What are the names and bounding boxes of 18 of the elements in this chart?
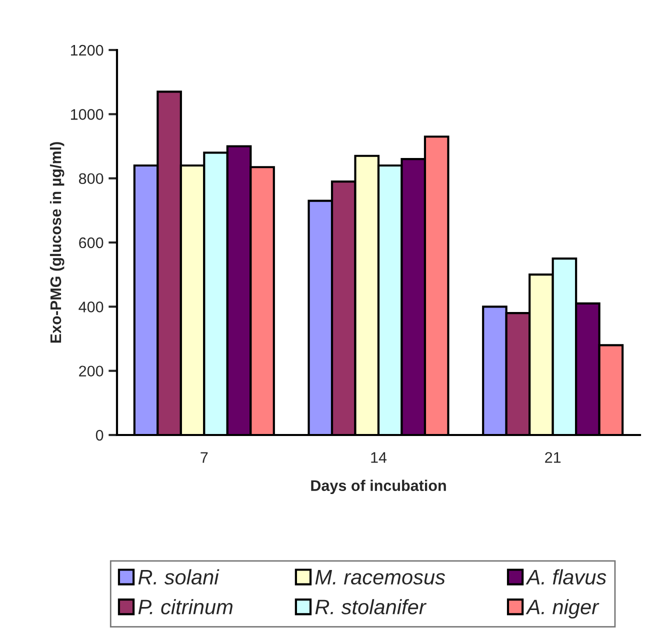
x-tick-label: 7: [200, 452, 208, 463]
y-tick-label: 1000: [70, 109, 104, 120]
y-tick-label: 800: [78, 173, 104, 184]
legend-label: M. racemosus: [315, 570, 446, 585]
y-tick-label: 400: [78, 302, 104, 312]
y-tick-label: 600: [79, 237, 104, 248]
legend-label: R. solani: [138, 569, 220, 585]
x-tick-label: 21: [545, 452, 561, 463]
x-axis-title: Days of incubation: [311, 480, 446, 494]
legend-label: R. stolanifer: [315, 599, 427, 614]
legend-label: A. flavus: [526, 569, 606, 585]
y-axis-title: Exo-PMG (glucose in µg/ml): [50, 142, 64, 343]
y-tick-label: 1200: [70, 44, 104, 56]
y-tick-label: 200: [79, 366, 104, 377]
legend-label: P. citrinum: [138, 599, 232, 614]
y-tick-label: 0: [96, 430, 104, 441]
legend-label: A. niger: [526, 599, 600, 619]
x-tick-label: 14: [371, 452, 387, 463]
